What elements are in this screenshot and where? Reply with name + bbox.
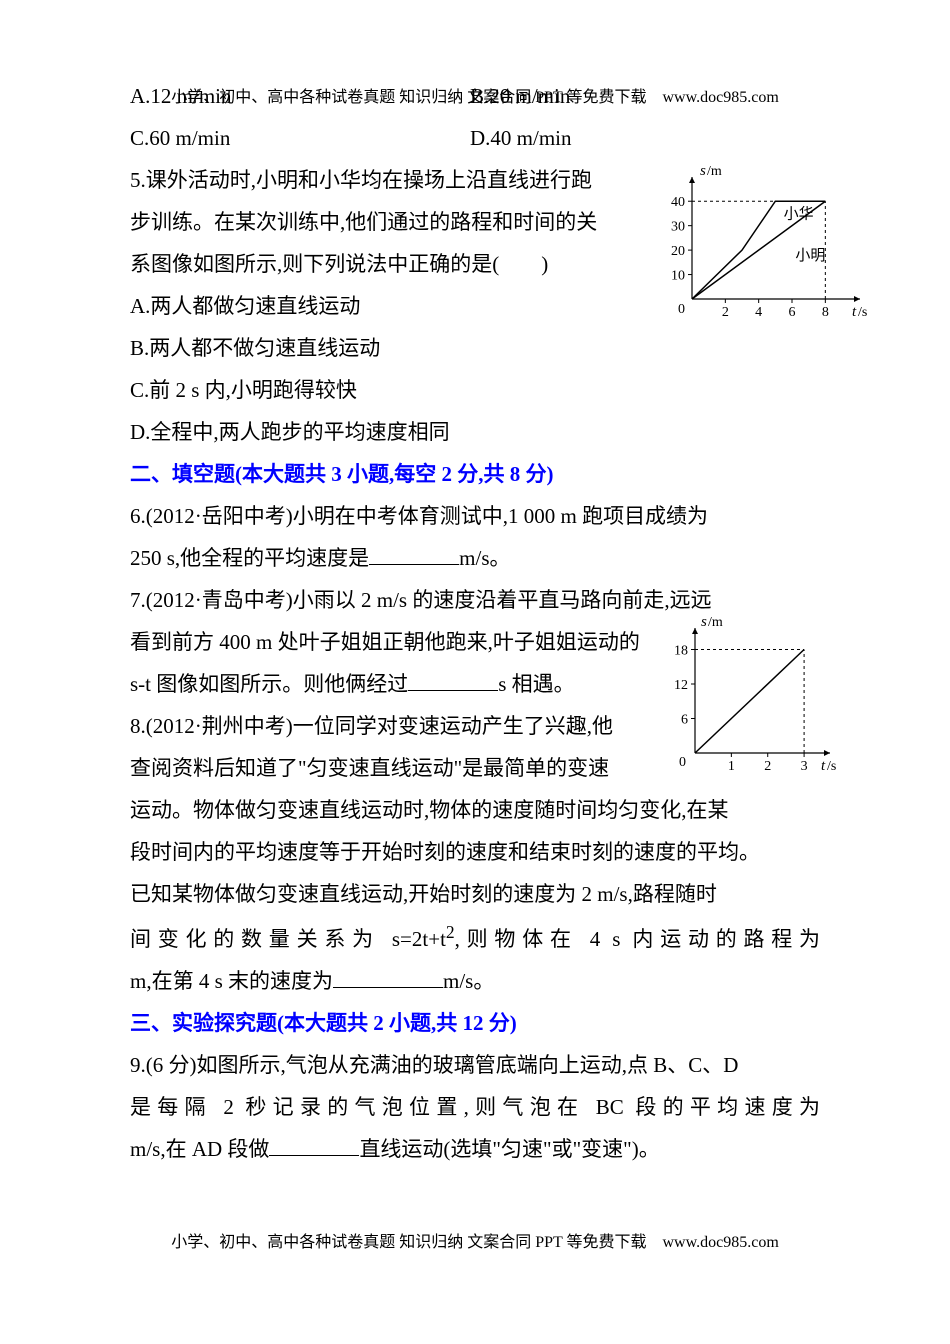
q6-line2: 250 s,他全程的平均速度是 m/s。 [130,537,820,579]
svg-text:3: 3 [801,759,808,774]
q7-chart: 123612180s/mt/s [665,613,840,778]
q5-stem-line3: 系图像如图所示,则下列说法中正确的是( ) [130,243,610,285]
q8-line2: 查阅资料后知道了"匀变速直线运动"是最简单的变速 [130,747,700,789]
q5-stem-line2: 步训练。在某次训练中,他们通过的路程和时间的关 [130,201,610,243]
page-header: 小学、初中、高中各种试卷真题 知识归纳 文案合同 PPT 等免费下载 www.d… [0,82,950,114]
q8-line6: 间变化的数量关系为 s=2t+t2,则物体在 4 s 内运动的路程为 [130,915,820,960]
q6-line2-pre: 250 s,他全程的平均速度是 [130,546,369,570]
svg-text:8: 8 [822,305,829,320]
q8-superscript: 2 [446,922,455,942]
q4-option-c: C.60 m/min [130,117,470,159]
q6-line1: 6.(2012·岳阳中考)小明在中考体育测试中,1 000 m 跑项目成绩为 [130,495,820,537]
q9-line3: m/s,在 AD 段做 直线运动(选填"匀速"或"变速")。 [130,1128,820,1170]
section-2-title: 二、填空题(本大题共 3 小题,每空 2 分,共 8 分) [130,453,820,495]
svg-text:s: s [700,164,706,179]
svg-text:s: s [701,614,707,630]
q7-line2: 看到前方 400 m 处叶子姐姐正朝他跑来,叶子姐姐运动的 [130,621,700,663]
svg-text:18: 18 [674,644,688,659]
page-footer: 小学、初中、高中各种试卷真题 知识归纳 文案合同 PPT 等免费下载 www.d… [0,1227,950,1259]
q8-line7b: m/s。 [443,969,494,993]
question-7-wrap: 看到前方 400 m 处叶子姐姐正朝他跑来,叶子姐姐运动的 s-t 图像如图所示… [130,621,820,789]
svg-text:40: 40 [671,195,685,210]
q5-option-b: B.两人都不做匀速直线运动 [130,327,820,369]
q8-blank[interactable] [333,966,443,988]
svg-text:/m: /m [707,164,722,179]
q8-line5: 已知某物体做匀变速直线运动,开始时刻的速度为 2 m/s,路程随时 [130,873,820,915]
q8-line7a: m,在第 4 s 末的速度为 [130,969,333,993]
svg-text:2: 2 [764,759,771,774]
svg-text:/m: /m [708,615,723,630]
svg-text:1: 1 [728,759,735,774]
question-5: 5.课外活动时,小明和小华均在操场上沿直线进行跑 步训练。在某次训练中,他们通过… [130,159,820,453]
svg-text:t: t [821,758,826,774]
svg-text:2: 2 [722,305,729,320]
q5-option-c: C.前 2 s 内,小明跑得较快 [130,369,820,411]
q9-line3a: m/s,在 AD 段做 [130,1137,269,1161]
q7-line3b: s 相遇。 [498,672,574,696]
svg-text:小明: 小明 [795,247,825,264]
q8-line3: 运动。物体做匀变速直线运动时,物体的速度随时间均匀变化,在某 [130,789,820,831]
q7-line3: s-t 图像如图所示。则他俩经过 s 相遇。 [130,663,700,705]
svg-text:/s: /s [858,305,867,320]
q5-option-d: D.全程中,两人跑步的平均速度相同 [130,411,820,453]
q5-chart: 2468102030400s/mt/s小华小明 [660,164,880,324]
q7-blank[interactable] [408,669,498,691]
q8-line4: 段时间内的平均速度等于开始时刻的速度和结束时刻的速度的平均。 [130,831,820,873]
svg-text:0: 0 [679,755,686,770]
svg-text:6: 6 [681,713,688,728]
svg-text:30: 30 [671,220,685,235]
q9-line3b: 直线运动(选填"匀速"或"变速")。 [359,1137,659,1161]
q7-line3a: s-t 图像如图所示。则他俩经过 [130,672,408,696]
q9-blank[interactable] [269,1134,359,1156]
q8-line7: m,在第 4 s 末的速度为 m/s。 [130,960,820,1002]
svg-text:t: t [852,304,857,320]
q8-line1: 8.(2012·荆州中考)一位同学对变速运动产生了兴趣,他 [130,705,700,747]
svg-text:4: 4 [755,305,762,320]
section-3-title: 三、实验探究题(本大题共 2 小题,共 12 分) [130,1002,820,1044]
q9-line2: 是每隔 2 秒记录的气泡位置,则气泡在 BC 段的平均速度为 [130,1086,820,1128]
svg-text:20: 20 [671,244,685,259]
q5-option-a: A.两人都做匀速直线运动 [130,285,610,327]
svg-text:6: 6 [789,305,796,320]
svg-text:/s: /s [827,759,836,774]
q8-line6b: ,则物体在 4 s 内运动的路程为 [455,927,820,951]
q6-blank[interactable] [369,543,459,565]
q5-stem-line1: 5.课外活动时,小明和小华均在操场上沿直线进行跑 [130,159,610,201]
svg-text:10: 10 [671,269,685,284]
svg-text:12: 12 [674,678,688,693]
q4-options-cd: C.60 m/min D.40 m/min [130,117,820,159]
q6-line2-post: m/s。 [459,546,510,570]
q9-line1: 9.(6 分)如图所示,气泡从充满油的玻璃管底端向上运动,点 B、C、D [130,1044,820,1086]
svg-text:0: 0 [678,302,685,317]
q8-line6a: 间变化的数量关系为 s=2t+t [130,927,446,951]
q4-option-d: D.40 m/min [470,117,572,159]
